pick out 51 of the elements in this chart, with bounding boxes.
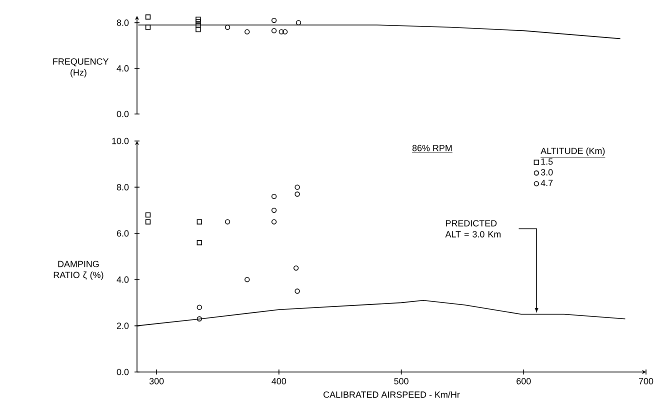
x-tick-label: 300	[149, 378, 164, 384]
x-tick-label: 400	[272, 378, 286, 384]
point	[271, 28, 277, 34]
point	[145, 24, 151, 30]
y-tick-label: 8.0	[116, 20, 129, 26]
annotation: PREDICTED ALT = 3.0 Km	[445, 220, 501, 238]
legend-title: ALTITUDE (Km)	[540, 147, 605, 156]
point	[271, 208, 277, 213]
point	[145, 212, 151, 218]
point	[244, 277, 250, 282]
point	[224, 24, 230, 30]
point	[271, 219, 277, 224]
point	[278, 29, 284, 34]
y-tick-label: 6.0	[116, 230, 129, 237]
y-axis-title: FREQUENCY (Hz)	[53, 58, 109, 78]
y-tick-label: 0.0	[116, 368, 129, 376]
y-tick-label: 8.0	[116, 184, 129, 190]
point	[282, 29, 288, 34]
point	[224, 219, 230, 224]
x-axis-title: CALIBRATED AIRSPEED - Km/Hr	[324, 391, 460, 398]
x-tick-label: 600	[516, 378, 531, 384]
point	[294, 184, 300, 190]
y-tick-label: 0.0	[116, 110, 129, 118]
y-tick-label: 4.0	[116, 276, 129, 283]
y-tick-label: 4.0	[116, 65, 129, 72]
point	[145, 14, 151, 20]
point	[196, 316, 202, 322]
y-tick-label: 10.0	[112, 138, 129, 144]
point	[196, 18, 201, 24]
point	[271, 18, 277, 24]
point	[294, 288, 300, 294]
point	[296, 20, 302, 26]
legend-label: 4.7	[540, 180, 553, 186]
y-axis-title: DAMPING RATIO ζ (%)	[54, 260, 104, 280]
point	[294, 192, 300, 197]
point	[145, 219, 151, 224]
y-tick-label: 2.0	[116, 322, 129, 329]
point	[244, 29, 250, 34]
x-tick-label: 700	[638, 378, 654, 384]
point	[196, 240, 202, 246]
point	[196, 304, 202, 310]
point	[196, 219, 202, 224]
point	[196, 26, 201, 32]
point	[196, 16, 201, 22]
legend-label: 1.5	[541, 158, 553, 165]
x-tick-label: 500	[394, 378, 408, 384]
annotation: 86% RPM	[412, 144, 452, 152]
point	[293, 265, 299, 271]
point	[271, 194, 277, 200]
legend-label: 3.0	[540, 169, 553, 176]
point	[196, 22, 201, 28]
